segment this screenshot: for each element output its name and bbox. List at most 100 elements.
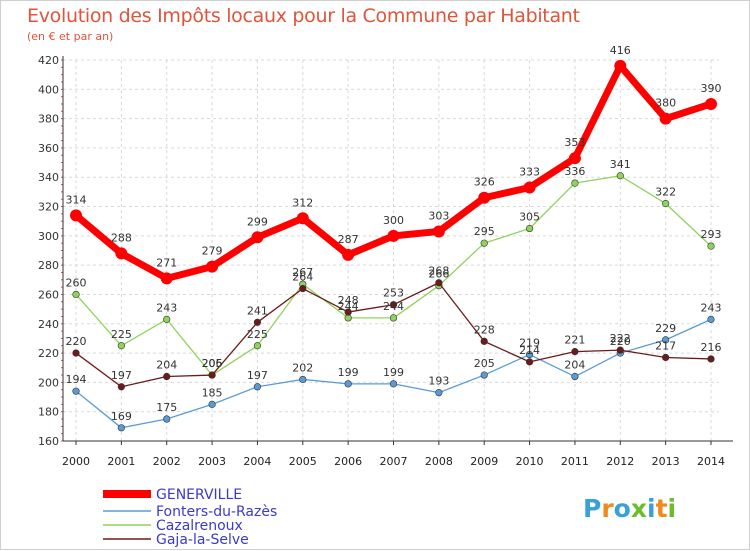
data-label: 225 xyxy=(247,328,268,341)
data-point xyxy=(525,224,534,233)
y-tick-label: 360 xyxy=(38,142,59,155)
series-lines xyxy=(70,59,717,432)
proxiti-logo-text: Proxiti xyxy=(583,494,676,523)
x-tick-label: 2011 xyxy=(561,455,589,468)
data-label: 336 xyxy=(564,165,585,178)
y-tick-label: 300 xyxy=(38,230,59,243)
logo-letter: o xyxy=(614,494,631,523)
x-tick-label: 2004 xyxy=(243,455,271,468)
x-tick-label: 2013 xyxy=(652,455,680,468)
data-label: 193 xyxy=(428,375,449,388)
logo-letter: t xyxy=(656,494,668,523)
y-tick-label: 260 xyxy=(38,288,59,301)
data-label: 219 xyxy=(519,337,540,350)
data-label: 169 xyxy=(111,410,132,423)
data-point xyxy=(662,200,670,208)
data-point xyxy=(435,389,443,397)
data-label: 314 xyxy=(66,193,87,206)
data-point xyxy=(163,415,171,423)
data-point xyxy=(614,59,627,72)
data-point xyxy=(705,97,717,110)
y-tick-label: 400 xyxy=(38,83,59,96)
legend-label: Cazalrenoux xyxy=(156,518,243,534)
data-point xyxy=(571,348,579,356)
data-point xyxy=(72,290,80,299)
data-point xyxy=(571,179,579,187)
data-label: 300 xyxy=(383,214,404,227)
data-point xyxy=(523,181,536,194)
x-tick-label: 2010 xyxy=(516,455,544,468)
data-point xyxy=(480,337,488,345)
data-point xyxy=(163,372,171,381)
data-point xyxy=(435,279,443,287)
proxiti-logo: Proxiti xyxy=(583,494,676,523)
data-point xyxy=(206,260,219,273)
data-point xyxy=(389,301,398,309)
data-label: 293 xyxy=(701,228,722,241)
data-label: 221 xyxy=(564,334,585,347)
data-label: 390 xyxy=(701,82,722,95)
data-label: 225 xyxy=(111,328,132,341)
data-label: 197 xyxy=(247,369,268,382)
data-label: 295 xyxy=(474,225,495,238)
data-point xyxy=(253,318,262,326)
data-label: 312 xyxy=(292,196,313,209)
data-label: 217 xyxy=(655,339,676,352)
chart-subtitle: (en € et par an) xyxy=(27,30,114,43)
logo-letter: r xyxy=(601,494,614,523)
data-point xyxy=(707,355,715,363)
x-tick-label: 2009 xyxy=(470,455,498,468)
y-tick-label: 240 xyxy=(38,318,59,331)
data-point xyxy=(432,225,445,238)
data-point xyxy=(70,209,82,222)
data-label: 271 xyxy=(156,256,177,269)
x-tick-label: 2001 xyxy=(107,455,135,468)
x-tick-label: 2003 xyxy=(198,455,226,468)
data-label: 202 xyxy=(292,361,313,374)
data-point xyxy=(525,358,534,366)
data-label: 229 xyxy=(655,322,676,335)
x-tick-label: 2008 xyxy=(425,455,453,468)
data-label: 222 xyxy=(610,332,631,345)
data-point xyxy=(480,239,488,247)
data-point xyxy=(72,387,80,395)
data-label: 267 xyxy=(292,266,313,279)
data-point xyxy=(253,342,262,350)
y-tick-label: 220 xyxy=(38,347,59,360)
data-point xyxy=(72,349,80,357)
data-point xyxy=(389,314,398,322)
logo-letter: x xyxy=(631,494,647,523)
data-point xyxy=(616,346,624,354)
data-point xyxy=(299,285,307,293)
data-label: 287 xyxy=(338,233,359,246)
data-label: 216 xyxy=(701,341,722,354)
data-label: 244 xyxy=(383,300,404,313)
data-point xyxy=(296,212,309,225)
data-label: 228 xyxy=(474,323,495,336)
data-point xyxy=(117,342,125,350)
data-point xyxy=(662,353,670,362)
data-point xyxy=(163,315,171,323)
y-tick-label: 340 xyxy=(38,171,59,184)
data-point xyxy=(253,383,262,391)
data-label: 214 xyxy=(519,344,540,357)
data-label: 253 xyxy=(383,287,404,300)
logo-letter: i xyxy=(668,494,677,523)
data-label: 220 xyxy=(610,335,631,348)
data-label: 241 xyxy=(247,304,268,317)
x-tick-label: 2005 xyxy=(289,455,317,468)
data-point xyxy=(480,371,488,379)
data-label: 248 xyxy=(338,294,359,307)
data-label: 333 xyxy=(519,165,540,178)
y-tick-label: 320 xyxy=(38,201,59,214)
data-point xyxy=(342,248,355,261)
data-point xyxy=(662,336,670,344)
data-point xyxy=(571,372,579,381)
data-label: 380 xyxy=(655,97,676,110)
data-label: 204 xyxy=(156,359,177,372)
logo-letter: P xyxy=(583,494,601,523)
axes: 160 180 200 220 240 260 280 300 320 340 360 380 400 4… xyxy=(38,54,733,468)
legend-label: Fonters-du-Razès xyxy=(156,504,277,520)
